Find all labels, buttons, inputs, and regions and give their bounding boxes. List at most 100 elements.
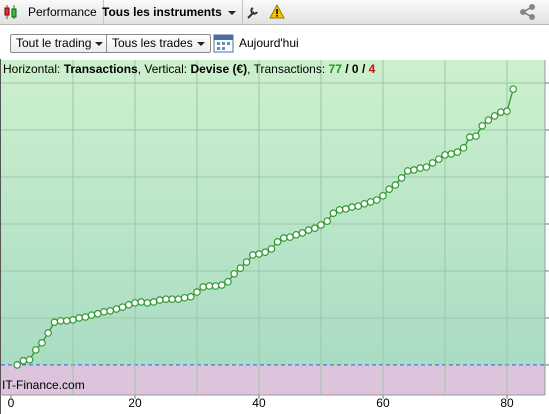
trade-point xyxy=(261,248,269,256)
trade-point xyxy=(292,230,300,239)
trade-point xyxy=(422,163,431,171)
trade-point xyxy=(124,300,133,309)
trade-point xyxy=(447,150,455,158)
trade-point xyxy=(434,155,443,163)
trade-point xyxy=(298,229,307,237)
trades-filter[interactable]: Tous les trades xyxy=(106,34,211,53)
separator: / xyxy=(345,62,349,76)
info-label: Horizontal: xyxy=(3,62,61,76)
dropdown-arrow xyxy=(196,41,205,46)
trade-point xyxy=(503,107,511,116)
trade-point xyxy=(310,224,319,233)
x-tick-label: 80 xyxy=(500,396,514,410)
tab-label: Tous les instruments xyxy=(102,5,222,19)
trade-point xyxy=(385,185,393,194)
calendar-icon[interactable] xyxy=(213,32,235,54)
trade-point xyxy=(366,198,375,206)
trade-point xyxy=(93,309,102,318)
trade-point xyxy=(230,269,238,278)
info-value: Transactions xyxy=(63,62,138,76)
button-label: Tous les trades xyxy=(112,36,193,50)
trade-point xyxy=(410,166,418,174)
trade-point xyxy=(31,346,40,354)
trade-point xyxy=(38,339,46,347)
trade-point xyxy=(267,245,276,253)
trade-point xyxy=(490,112,499,120)
trade-point xyxy=(211,282,220,290)
trade-point xyxy=(81,313,90,321)
separator: / xyxy=(361,62,366,76)
dropdown-arrow xyxy=(227,10,236,15)
trade-point xyxy=(323,217,331,225)
x-tick-label: 40 xyxy=(252,396,266,410)
x-tick-label: 0 xyxy=(8,396,15,410)
trade-point xyxy=(348,203,356,211)
flat-count: 0 xyxy=(351,62,359,76)
x-tick-label: 20 xyxy=(128,396,142,410)
trade-point xyxy=(304,226,313,234)
trade-point xyxy=(168,295,176,303)
trade-point xyxy=(224,277,232,286)
wins-count: 77 xyxy=(328,62,342,76)
trade-point xyxy=(19,356,28,365)
watermark: IT-Finance.com xyxy=(2,378,85,392)
trade-point xyxy=(248,251,257,259)
tab-instruments[interactable]: Tous les instruments xyxy=(96,0,243,24)
trade-point xyxy=(441,151,449,159)
trade-point xyxy=(87,311,96,319)
trading-filter[interactable]: Tout le trading xyxy=(10,34,110,53)
trade-point xyxy=(416,164,424,172)
trade-point xyxy=(106,307,114,315)
trade-point xyxy=(459,144,468,152)
trade-point xyxy=(56,316,65,325)
trade-point xyxy=(149,298,158,306)
trade-point xyxy=(44,329,52,337)
trade-point xyxy=(453,148,462,156)
trade-point xyxy=(335,206,344,214)
trade-point xyxy=(341,205,350,213)
trade-point xyxy=(354,202,362,210)
chart: 0 20 40 60 80 IT-Finance.com xyxy=(0,59,549,414)
trade-point xyxy=(391,181,400,189)
trade-point xyxy=(428,159,437,167)
trade-point xyxy=(242,258,251,266)
trade-point xyxy=(199,283,207,291)
trade-point xyxy=(186,293,195,301)
trade-point xyxy=(131,299,139,307)
trade-point xyxy=(155,296,164,304)
trade-point xyxy=(217,281,226,289)
dropdown-arrow xyxy=(95,41,104,46)
trade-point xyxy=(397,174,406,182)
info-label: , Vertical: xyxy=(137,62,188,76)
trade-point xyxy=(403,167,412,175)
trade-point xyxy=(484,116,493,124)
trade-point xyxy=(496,108,505,116)
info-label: , Transactions: xyxy=(247,62,326,76)
trade-point xyxy=(465,133,474,141)
trade-point xyxy=(372,196,381,204)
chart-info: Horizontal: Transactions, Vertical: Devi… xyxy=(3,62,375,76)
trade-point xyxy=(174,295,183,303)
trade-point xyxy=(379,191,387,200)
trade-point xyxy=(112,305,121,313)
share-icon[interactable] xyxy=(518,3,538,21)
period-label[interactable]: Aujourd'hui xyxy=(239,36,299,50)
x-tick-label: 60 xyxy=(376,396,390,410)
trade-point xyxy=(69,316,77,324)
trade-point xyxy=(236,264,245,272)
wrench-icon[interactable] xyxy=(245,4,261,20)
trade-point xyxy=(273,238,282,246)
tab-performance[interactable]: Performance xyxy=(22,0,104,24)
trade-point xyxy=(50,318,59,326)
warning-icon[interactable] xyxy=(269,4,285,20)
trade-point xyxy=(329,209,338,217)
trade-point xyxy=(162,295,170,303)
trade-point xyxy=(478,121,486,130)
trade-point xyxy=(143,299,152,307)
trade-point xyxy=(193,288,201,296)
trade-point xyxy=(180,293,189,302)
trade-point xyxy=(100,308,108,316)
trade-point xyxy=(279,234,288,242)
trade-point xyxy=(255,250,263,258)
